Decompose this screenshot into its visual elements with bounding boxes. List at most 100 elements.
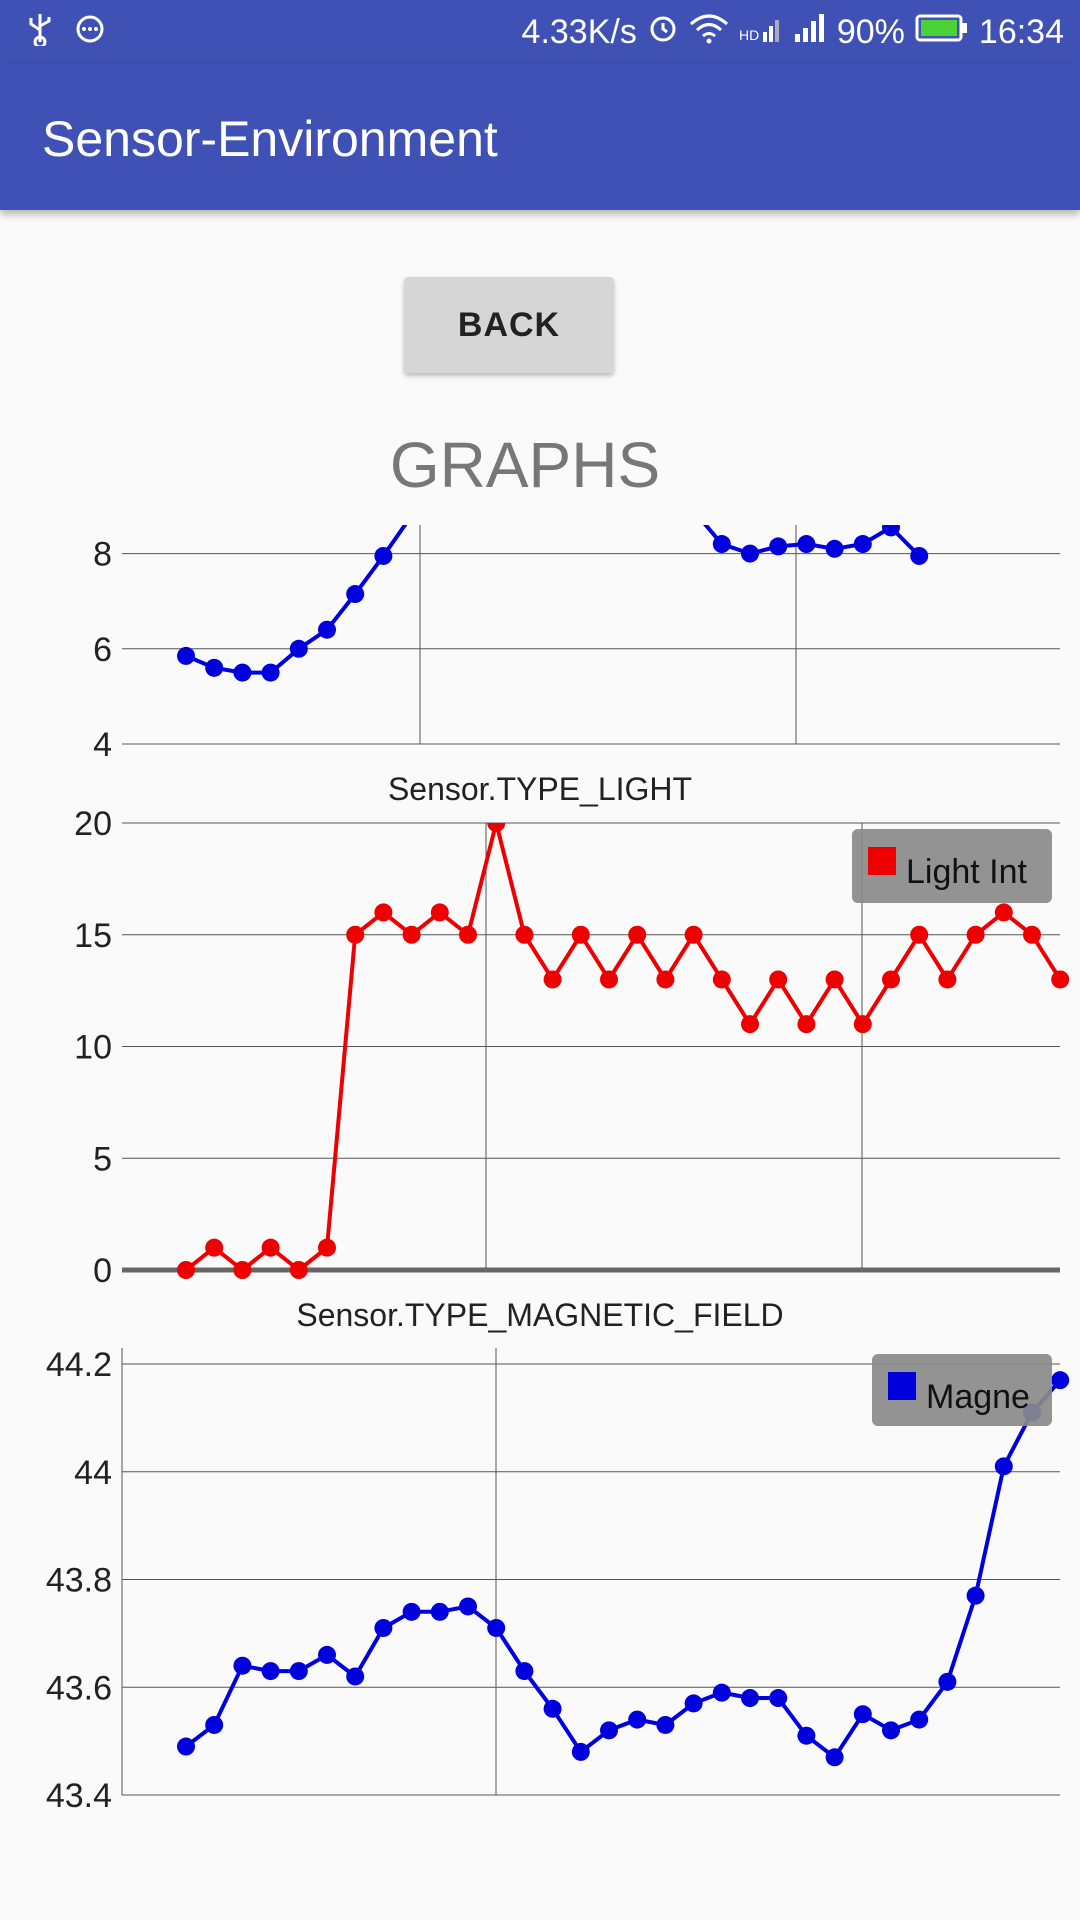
data-point (430, 1602, 449, 1621)
data-point (741, 1689, 759, 1708)
data-point (571, 925, 590, 944)
y-tick-label: 4 (93, 726, 112, 764)
battery-icon (915, 13, 969, 52)
data-point (600, 1721, 618, 1740)
svg-text:HD: HD (739, 27, 759, 43)
chart-title: Sensor.TYPE_LIGHT (388, 771, 692, 807)
data-point (769, 537, 788, 556)
app-title: Sensor-Environment (42, 111, 498, 167)
data-point (459, 1597, 477, 1616)
data-point (966, 925, 985, 944)
y-tick-label: 43.8 (46, 1562, 112, 1600)
data-point (515, 1662, 534, 1681)
data-point (261, 663, 280, 682)
legend-label: Magne (926, 1378, 1030, 1416)
signal-icon (793, 12, 827, 53)
data-point (628, 925, 647, 944)
data-point (233, 1261, 252, 1279)
data-point (571, 1742, 590, 1761)
legend-box (872, 1354, 1052, 1426)
y-tick-label: 15 (74, 917, 112, 955)
data-point (318, 1238, 336, 1257)
data-point (177, 1261, 195, 1279)
legend-box (852, 829, 1052, 903)
data-point (825, 539, 844, 558)
message-icon (74, 13, 106, 54)
data-point (797, 1015, 816, 1034)
data-point (1051, 1371, 1070, 1390)
y-tick-label: 8 (93, 536, 112, 574)
data-point (346, 1667, 365, 1686)
data-point (374, 1618, 393, 1637)
data-point (910, 1710, 929, 1729)
data-point (515, 925, 534, 944)
data-point (487, 823, 506, 832)
data-point (853, 535, 872, 554)
data-point (628, 1710, 647, 1729)
data-point (712, 1683, 731, 1702)
wifi-icon (689, 12, 729, 53)
y-tick-label: 43.6 (46, 1669, 112, 1707)
data-point (656, 970, 675, 989)
usb-icon (26, 12, 54, 55)
data-point (430, 903, 449, 922)
data-point (543, 970, 562, 989)
chart-title: Sensor.TYPE_MAGNETIC_FIELD (296, 1297, 783, 1333)
data-point (825, 970, 844, 989)
data-point (177, 646, 195, 665)
battery-percent: 90% (836, 13, 905, 51)
data-point (769, 1689, 788, 1708)
y-tick-label: 44 (74, 1454, 112, 1492)
legend-label: Light Int (906, 853, 1028, 891)
data-point (769, 970, 788, 989)
data-point (318, 1645, 336, 1664)
data-point (853, 1705, 872, 1724)
data-point (289, 639, 308, 658)
data-point (684, 925, 703, 944)
data-point (994, 1457, 1013, 1476)
data-point (459, 925, 477, 944)
app-bar: Sensor-Environment (0, 63, 1080, 210)
y-tick-label: 44.2 (46, 1346, 112, 1384)
data-point (910, 925, 929, 944)
data-point (656, 1715, 675, 1734)
y-tick-label: 43.4 (46, 1777, 112, 1815)
data-point (882, 525, 900, 537)
data-point (205, 1238, 224, 1257)
y-tick-label: 10 (74, 1029, 112, 1067)
data-point (318, 620, 336, 639)
alarm-icon (647, 12, 679, 53)
data-point (374, 903, 393, 922)
data-point (938, 970, 957, 989)
data-point (825, 1748, 844, 1767)
data-point (177, 1737, 195, 1756)
legend-swatch (888, 1372, 916, 1400)
data-point (261, 1238, 280, 1257)
back-button[interactable]: BACK (404, 277, 614, 373)
data-point (741, 1015, 759, 1034)
data-point (994, 903, 1013, 922)
data-point (797, 535, 816, 554)
data-point (289, 1261, 308, 1279)
legend-swatch (868, 847, 896, 875)
data-point (205, 658, 224, 677)
data-point (205, 1715, 224, 1734)
data-point (853, 1015, 872, 1034)
y-tick-label: 6 (93, 631, 112, 669)
data-point (966, 1586, 985, 1605)
data-point (741, 544, 759, 563)
clock: 16:34 (978, 13, 1064, 51)
hd-signal-icon: HD (739, 12, 783, 53)
y-tick-label: 0 (93, 1252, 112, 1290)
data-point (938, 1672, 957, 1691)
data-point (487, 1618, 506, 1637)
data-point (882, 970, 900, 989)
data-point (289, 1662, 308, 1681)
data-point (402, 925, 421, 944)
net-speed: 4.33K/s (521, 13, 637, 51)
data-point (882, 1721, 900, 1740)
y-tick-label: 20 (74, 805, 112, 843)
data-point (712, 535, 731, 554)
data-point (1051, 970, 1070, 989)
